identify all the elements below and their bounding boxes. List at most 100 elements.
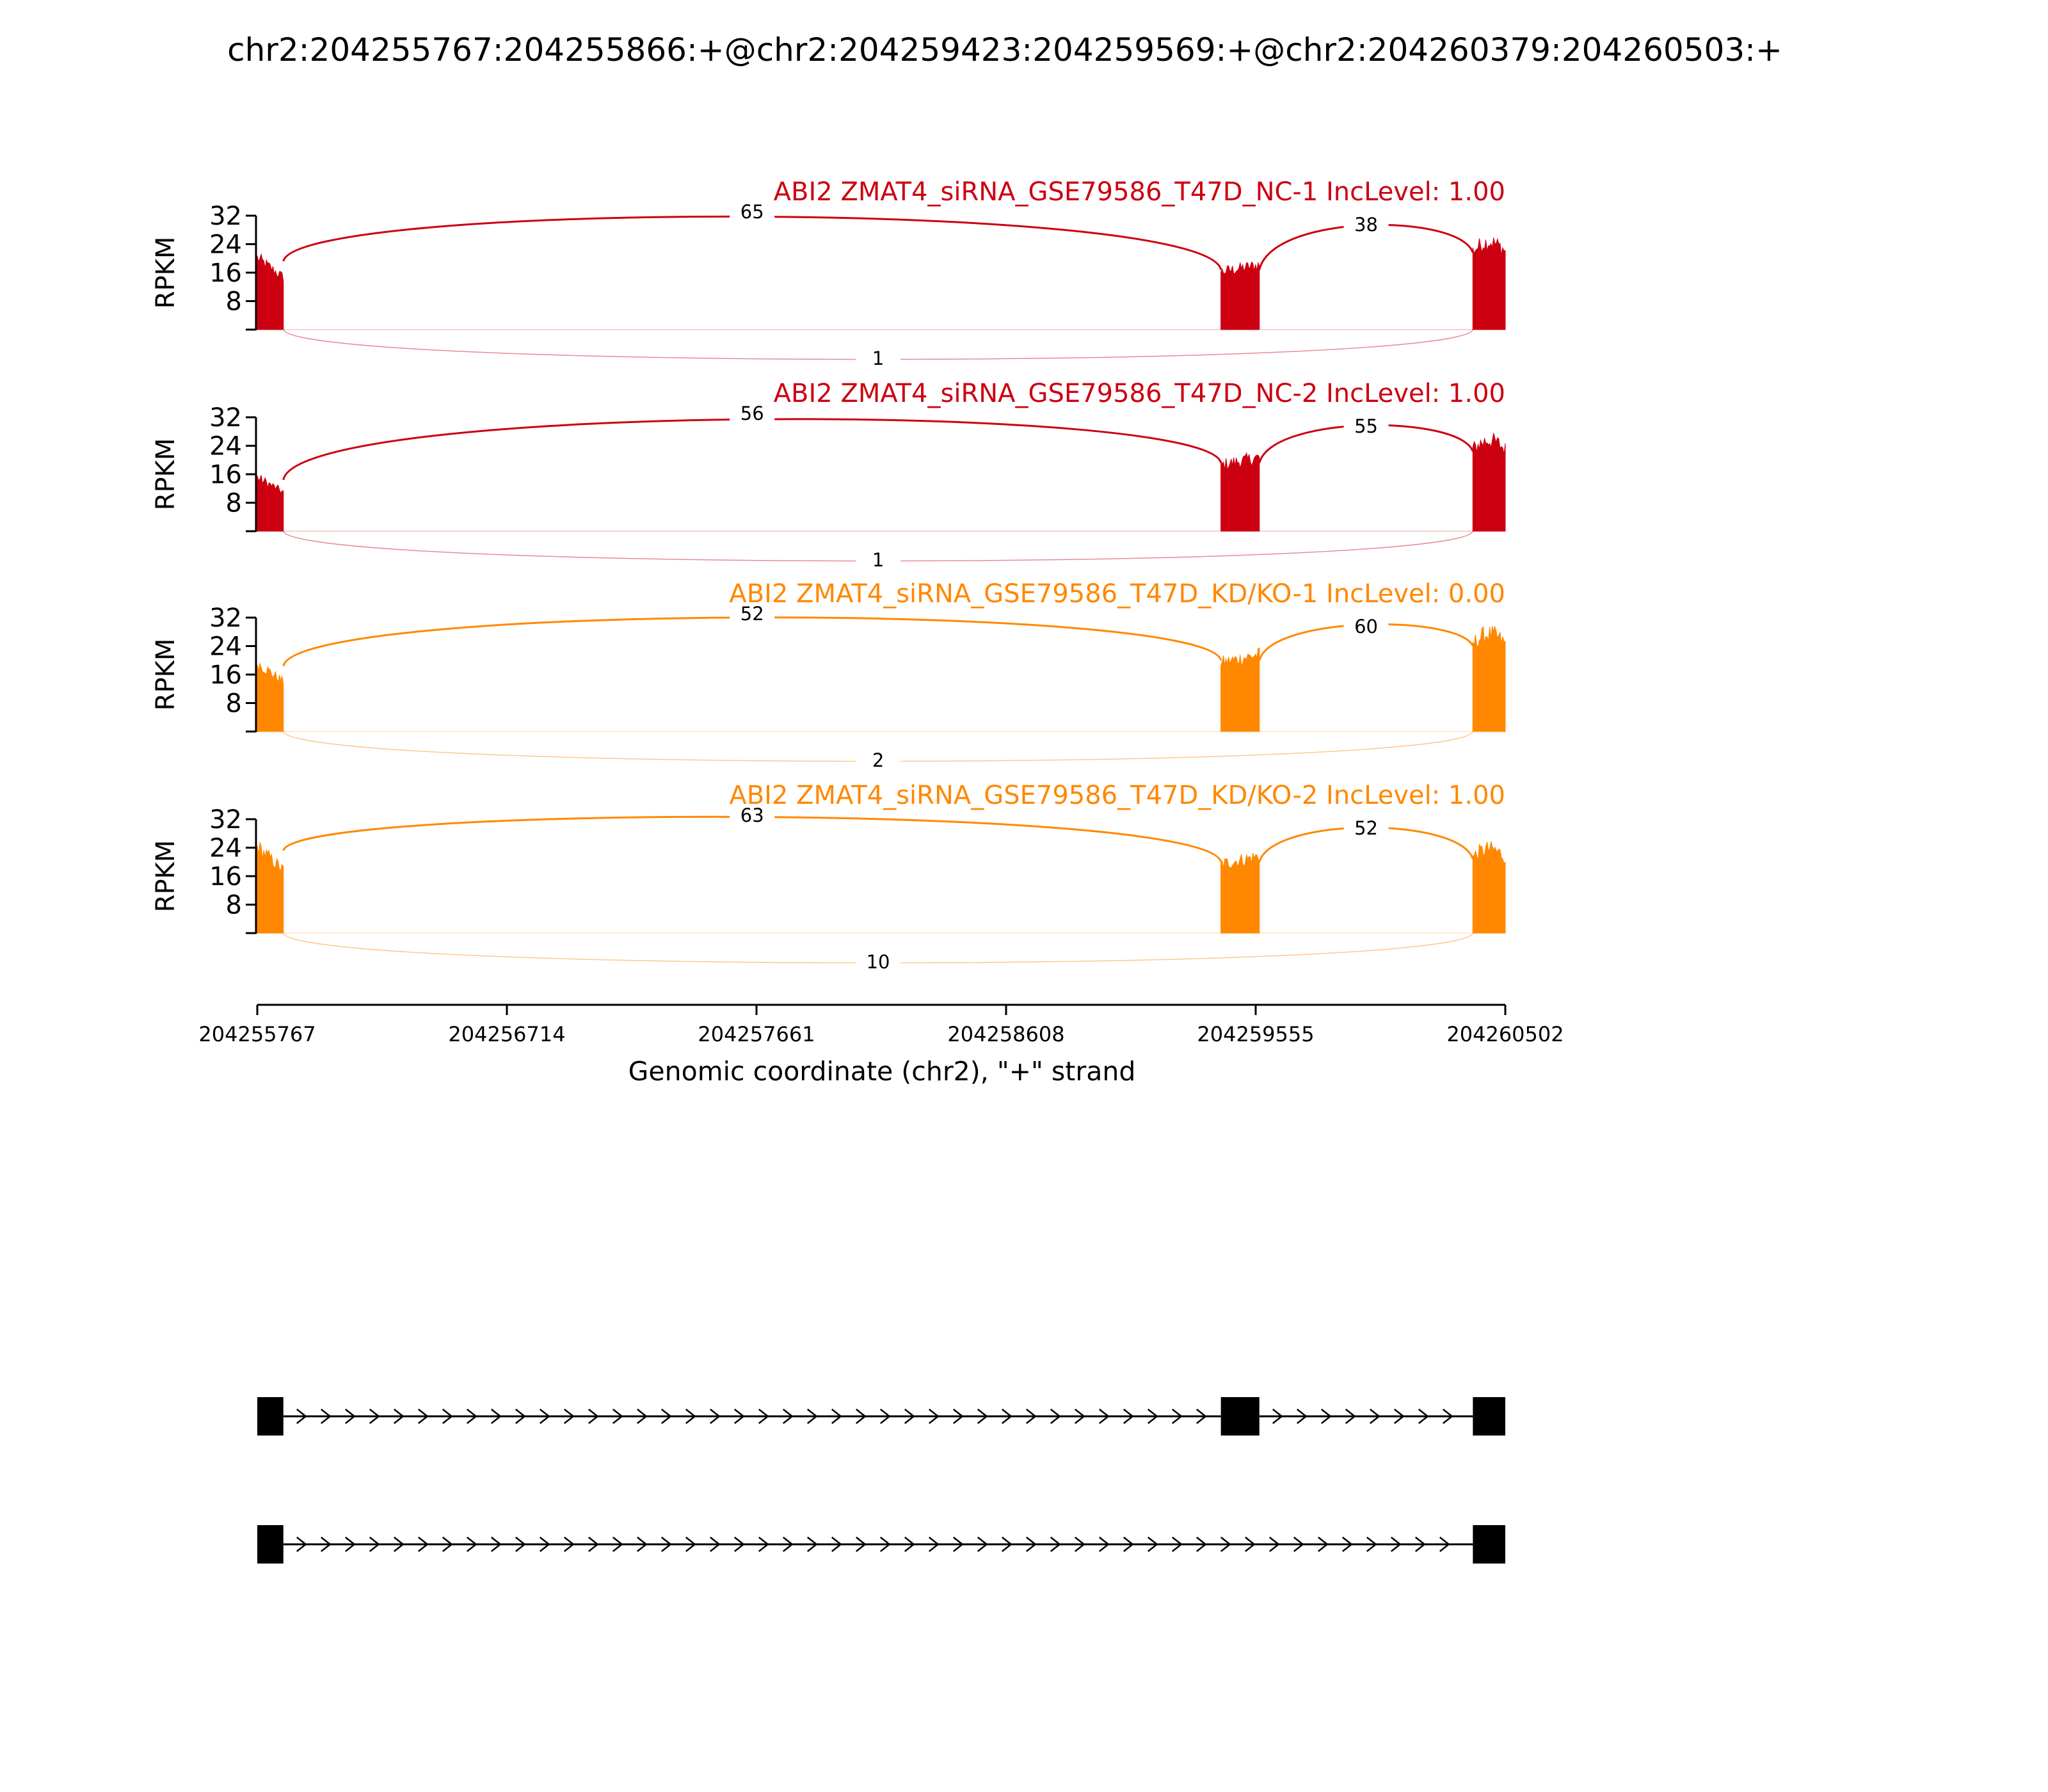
strand-arrow-icon [490, 1409, 502, 1424]
coverage-block [1472, 237, 1506, 330]
figure-title: chr2:204255767:204255866:+@chr2:20425942… [227, 31, 1782, 68]
exon-block [257, 1397, 284, 1436]
strand-arrow-icon [612, 1409, 623, 1424]
x-tick-label: 204256714 [448, 1022, 565, 1046]
y-tick-label: 16 [209, 259, 242, 288]
strand-arrow-icon [1074, 1537, 1085, 1552]
strand-arrow-icon [1025, 1409, 1037, 1424]
strand-arrow-icon [320, 1537, 332, 1552]
strand-arrow-icon [660, 1409, 672, 1424]
strand-arrow-icon [1171, 1537, 1183, 1552]
strand-arrow-icon [1098, 1537, 1110, 1552]
coverage-block [257, 475, 284, 532]
strand-arrow-icon [1196, 1537, 1207, 1552]
junction-count: 1 [872, 549, 884, 571]
strand-arrow-icon [442, 1537, 453, 1552]
junction-count: 52 [740, 603, 764, 625]
strand-arrow-icon [1272, 1409, 1283, 1424]
coverage-block [257, 253, 284, 330]
exon-block [257, 1525, 284, 1564]
y-tick-label: 24 [209, 632, 242, 662]
junction-count: 65 [740, 201, 764, 223]
strand-arrow-icon [1171, 1409, 1183, 1424]
junction-label-bg [730, 602, 775, 624]
track-title: ABI2 ZMAT4_siRNA_GSE79586_T47D_NC-2 IncL… [774, 379, 1505, 408]
strand-arrow-icon [952, 1537, 964, 1552]
junction-label-bg [1343, 817, 1389, 838]
strand-arrow-icon [612, 1537, 623, 1552]
strand-arrow-icon [855, 1537, 867, 1552]
strand-arrow-icon [369, 1409, 380, 1424]
coverage-block [257, 662, 284, 732]
junction-arc [282, 215, 1222, 270]
x-tick-label: 204255767 [198, 1022, 316, 1046]
y-tick-label: 8 [226, 489, 242, 518]
coverage-block [1472, 841, 1506, 934]
strand-arrow-icon [1220, 1537, 1231, 1552]
strand-arrow-icon [1390, 1537, 1402, 1552]
junction-label-bg [730, 402, 775, 424]
strand-arrow-icon [344, 1409, 356, 1424]
junction-count: 63 [740, 804, 764, 826]
strand-arrow-icon [904, 1537, 915, 1552]
strand-arrow-icon [1147, 1537, 1158, 1552]
y-axis-label: RPKM [151, 438, 180, 511]
track-title: ABI2 ZMAT4_siRNA_GSE79586_T47D_KD/KO-1 I… [729, 579, 1505, 609]
strand-arrow-icon [1050, 1409, 1061, 1424]
exon-block [1473, 1525, 1505, 1564]
strand-arrow-icon [1123, 1537, 1134, 1552]
y-tick-label: 16 [209, 862, 242, 892]
strand-arrow-icon [782, 1537, 794, 1552]
strand-arrow-icon [1293, 1537, 1304, 1552]
strand-arrow-icon [928, 1409, 940, 1424]
isoform-models [257, 1397, 1505, 1564]
strand-arrow-icon [952, 1409, 964, 1424]
strand-arrow-icon [1317, 1537, 1329, 1552]
strand-arrow-icon [1196, 1409, 1207, 1424]
strand-arrow-icon [782, 1409, 794, 1424]
y-tick-label: 8 [226, 689, 242, 719]
strand-arrow-icon [539, 1409, 550, 1424]
junction-count: 56 [740, 403, 764, 424]
y-tick-label: 32 [209, 805, 242, 835]
coverage-block [1220, 647, 1260, 732]
x-axis: 204255767 204256714 204257661 204258608 2042… [198, 1004, 1564, 1046]
strand-arrow-icon [1341, 1537, 1353, 1552]
strand-arrow-icon [1439, 1537, 1450, 1552]
strand-arrow-icon [539, 1537, 550, 1552]
strand-arrow-icon [1123, 1409, 1134, 1424]
strand-arrow-icon [296, 1409, 307, 1424]
strand-arrow-icon [685, 1537, 696, 1552]
strand-arrow-icon [806, 1409, 818, 1424]
junction-count: 2 [872, 749, 884, 771]
junction-label-bg [1343, 415, 1389, 436]
strand-arrow-icon [977, 1537, 988, 1552]
y-tick-label: 16 [209, 460, 242, 490]
x-tick-label: 204258608 [947, 1022, 1064, 1046]
y-axis-label: RPKM [151, 840, 180, 913]
strand-arrow-icon [1296, 1409, 1308, 1424]
strand-arrow-icon [588, 1409, 599, 1424]
strand-arrow-icon [928, 1537, 940, 1552]
junction-label-bg [856, 749, 901, 771]
coverage-block [1220, 852, 1260, 934]
strand-arrow-icon [1414, 1537, 1426, 1552]
strand-arrow-icon [733, 1537, 745, 1552]
junction-count: 60 [1354, 616, 1378, 637]
strand-arrow-icon [685, 1409, 696, 1424]
strand-arrow-icon [1442, 1409, 1453, 1424]
strand-arrow-icon [1244, 1537, 1256, 1552]
strand-arrow-icon [588, 1537, 599, 1552]
track-title: ABI2 ZMAT4_siRNA_GSE79586_T47D_NC-1 IncL… [774, 177, 1505, 207]
strand-arrow-icon [1320, 1409, 1332, 1424]
isoform-2 [257, 1525, 1505, 1564]
junction-label-bg [1343, 213, 1389, 235]
strand-arrow-icon [1025, 1537, 1037, 1552]
exon-block [1220, 1397, 1260, 1436]
junction-count: 10 [867, 951, 890, 973]
